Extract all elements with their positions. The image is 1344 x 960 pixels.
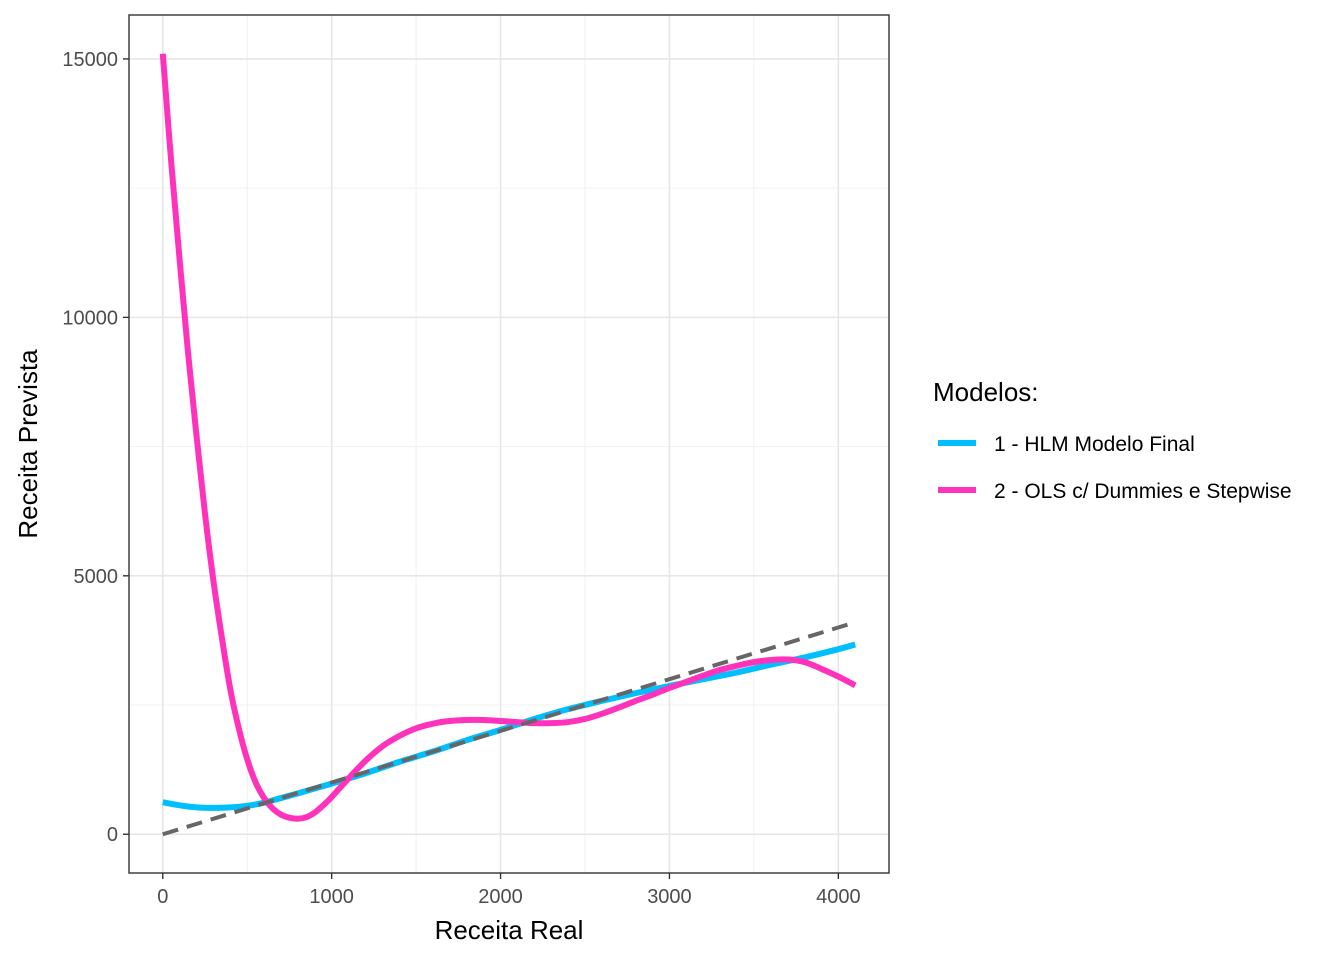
legend-label-hlm: 1 - HLM Modelo Final — [994, 433, 1195, 456]
x-tick-label: 2000 — [478, 886, 523, 908]
x-tick-label: 4000 — [816, 886, 861, 908]
grid-minor — [129, 15, 889, 873]
y-tick-label: 10000 — [62, 307, 118, 329]
y-tick-label: 5000 — [74, 566, 119, 588]
legend-label-ols: 2 - OLS c/ Dummies e Stepwise — [994, 480, 1292, 503]
y-axis-title: Receita Prevista — [13, 349, 43, 539]
reference-identity-line — [162, 620, 856, 837]
y-tick-label: 15000 — [62, 49, 118, 71]
series-line-ols — [159, 53, 857, 822]
x-axis-title: Receita Real — [435, 915, 584, 945]
legend-title: Modelos: — [933, 377, 1039, 407]
x-tick-label: 3000 — [647, 886, 692, 908]
x-tick-label: 0 — [157, 886, 168, 908]
y-tick-label: 0 — [107, 824, 118, 846]
panel-border — [128, 14, 890, 874]
legend: Modelos: 1 - HLM Modelo Final 2 - OLS c/… — [933, 377, 1292, 503]
x-tick-label: 1000 — [309, 886, 354, 908]
x-axis: 0 1000 2000 3000 4000 — [157, 873, 861, 908]
y-axis: 0 5000 10000 15000 — [62, 49, 129, 846]
